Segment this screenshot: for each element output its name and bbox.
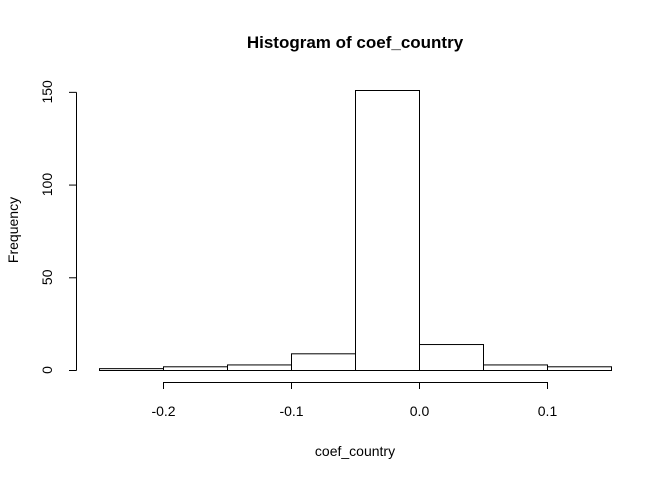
- histogram-bar: [547, 366, 612, 371]
- histogram-bar: [291, 353, 356, 371]
- chart-title: Histogram of coef_country: [247, 33, 464, 52]
- y-tick-label: 0: [39, 366, 55, 374]
- x-tick-label: -0.2: [151, 403, 175, 419]
- y-tick-label: 100: [39, 173, 55, 197]
- x-axis-label: coef_country: [315, 443, 395, 459]
- histogram-bar: [99, 368, 164, 371]
- histogram-bar: [483, 364, 548, 371]
- x-tick-label: 0.1: [538, 403, 558, 419]
- histogram-bars: [99, 90, 612, 371]
- histogram-bar: [419, 344, 484, 371]
- y-tick-label: 150: [39, 80, 55, 104]
- y-axis-label: Frequency: [5, 197, 21, 263]
- y-axis: 0 50 100 150: [39, 80, 77, 374]
- x-tick-label: 0.0: [410, 403, 430, 419]
- y-tick-label: 50: [39, 269, 55, 285]
- histogram-bar: [163, 366, 228, 371]
- x-axis: -0.2 -0.1 0.0 0.1: [151, 382, 557, 419]
- x-tick-label: -0.1: [279, 403, 303, 419]
- histogram-bar: [227, 364, 292, 371]
- histogram-bar: [355, 90, 420, 371]
